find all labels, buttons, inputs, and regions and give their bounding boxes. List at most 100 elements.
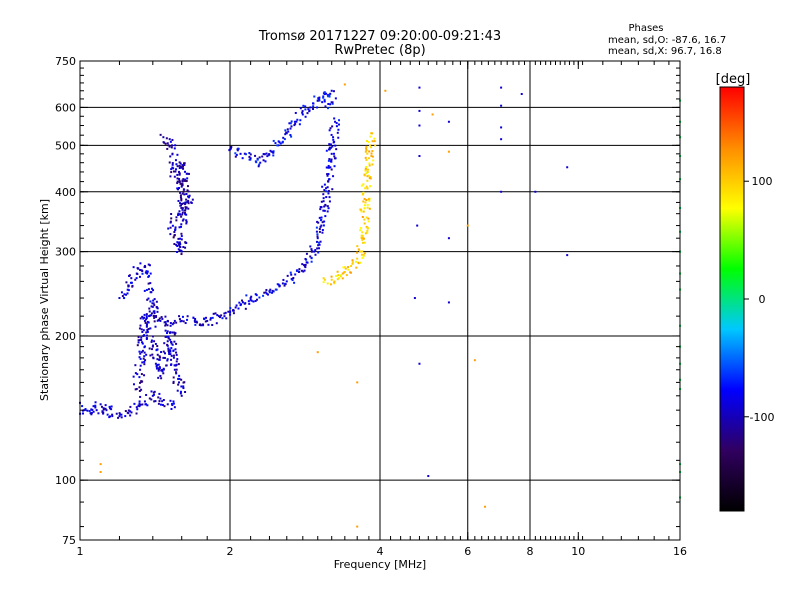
echo-point (272, 139, 275, 142)
echo-point (147, 263, 150, 266)
echo-point (179, 243, 182, 246)
echo-point (365, 158, 368, 161)
echo-point (290, 273, 293, 276)
echo-point (181, 315, 184, 318)
grid-lines (80, 61, 680, 540)
echo-point (328, 95, 331, 98)
echo-point (320, 200, 323, 203)
echo-point (368, 150, 371, 153)
echo-point (138, 405, 141, 408)
echo-point (188, 194, 191, 197)
echo-point (175, 371, 178, 374)
echo-point (165, 364, 168, 367)
echo-point (180, 378, 183, 381)
y-tick-label: 200 (55, 330, 76, 343)
echo-point (369, 146, 372, 149)
echo-point (138, 376, 141, 379)
echo-point (167, 349, 170, 352)
echo-point (166, 358, 169, 361)
echo-point (323, 189, 326, 192)
echo-point (181, 183, 184, 186)
echo-point (324, 215, 327, 218)
echo-point (427, 475, 430, 478)
echo-point (321, 101, 324, 104)
echo-point (362, 183, 365, 186)
echo-point (332, 138, 335, 141)
echo-point (322, 277, 325, 280)
echo-point (178, 186, 181, 189)
echo-point (368, 199, 371, 202)
echo-point (171, 138, 174, 141)
echo-point (179, 204, 182, 207)
echo-point (170, 354, 173, 357)
x-tick-label: 1 (77, 545, 84, 558)
echo-point (268, 290, 271, 293)
echo-point (138, 350, 141, 353)
echo-point (176, 177, 179, 180)
echo-point (325, 92, 328, 95)
echo-point (326, 186, 329, 189)
echo-point (317, 221, 320, 224)
y-tick-label: 750 (55, 55, 76, 68)
echo-point (173, 243, 176, 246)
echo-point (139, 395, 142, 398)
echo-point (335, 122, 338, 125)
echo-point (169, 331, 172, 334)
echo-point (159, 356, 162, 359)
echo-point (130, 277, 133, 280)
echo-point (234, 155, 237, 158)
echo-point (318, 230, 321, 233)
echo-point (500, 86, 503, 89)
echo-point (368, 207, 371, 210)
echo-point (371, 155, 374, 158)
echo-point (361, 250, 364, 253)
echo-point (309, 106, 312, 109)
echo-point (143, 363, 146, 366)
echo-point (360, 226, 363, 229)
phase-stats-x-mode: mean, sd,X: 96.7, 16.8 (608, 46, 722, 57)
echo-point (301, 113, 304, 116)
echo-point (281, 282, 284, 285)
echo-point (182, 320, 185, 323)
echo-point (322, 96, 325, 99)
echo-point (155, 348, 158, 351)
echo-point (304, 263, 307, 266)
echo-point (153, 340, 156, 343)
echo-point (81, 405, 84, 408)
echo-point (371, 163, 374, 166)
echo-point (159, 319, 162, 322)
echo-point (356, 525, 359, 528)
echo-point (330, 275, 333, 278)
echo-point (500, 104, 503, 107)
chart-subtitle: RwPretec (8p) (334, 43, 425, 58)
echo-point (368, 164, 371, 167)
echo-point (180, 223, 183, 226)
echo-point (146, 330, 149, 333)
echo-point (177, 383, 180, 386)
echo-point (175, 360, 178, 363)
x-tick-label: 2 (227, 545, 234, 558)
echo-point (351, 262, 354, 265)
echo-point (333, 140, 336, 143)
echo-point (500, 138, 503, 141)
echo-point (309, 245, 312, 248)
echo-point (473, 359, 476, 362)
y-tick-label: 300 (55, 246, 76, 259)
echo-point (327, 180, 330, 183)
echo-point (155, 305, 158, 308)
echo-point (365, 165, 368, 168)
echo-point (310, 260, 313, 263)
echo-point (157, 396, 160, 399)
echo-point (130, 281, 133, 284)
echo-point (316, 106, 319, 109)
echo-point (126, 288, 129, 291)
echo-point (325, 190, 328, 193)
echo-point (344, 267, 347, 270)
echo-point (175, 321, 178, 324)
echo-point (228, 149, 231, 152)
echo-point (178, 180, 181, 183)
echo-point (340, 274, 343, 277)
echo-point (248, 155, 251, 158)
echo-point (173, 340, 176, 343)
echo-point (363, 207, 366, 210)
